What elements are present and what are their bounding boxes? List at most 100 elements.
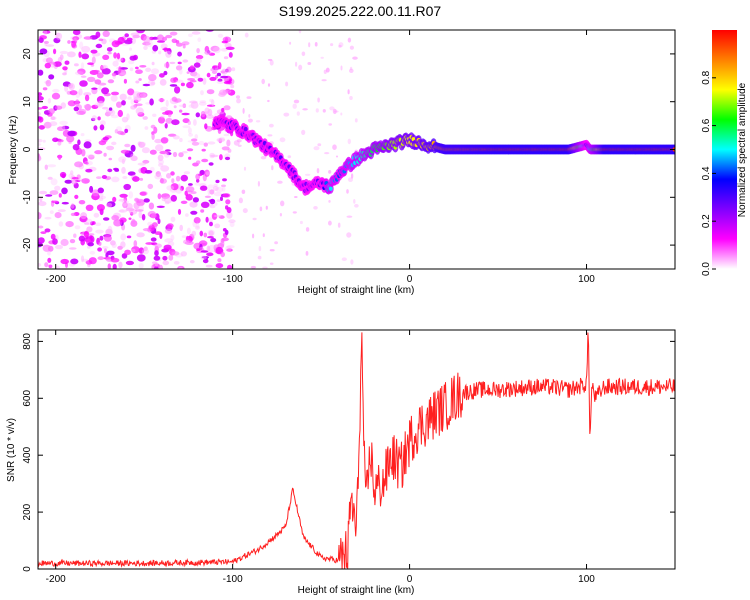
spectrogram-noise-blob [182, 125, 191, 129]
spectrogram-noise-blob [159, 73, 165, 78]
spectrogram-noise-blob [135, 80, 140, 84]
spectrogram-noise-blob [223, 133, 230, 137]
colorbar-tick-label: 0.0 [701, 262, 712, 276]
spectrogram-noise-blob [111, 72, 117, 77]
spectrogram-noise-blob [127, 88, 135, 96]
spectrogram-noise-blob [225, 205, 229, 210]
spectrogram-noise-blob [175, 65, 183, 71]
spectrogram-noise-blob [347, 138, 351, 145]
spectrogram-noise-blob [252, 217, 257, 221]
spectrogram-noise-blob [255, 120, 261, 123]
colorbar-label: Normalized spectral amplitude [737, 82, 748, 217]
spectrogram-noise-blob [138, 78, 142, 81]
spectrogram-noise-blob [145, 67, 152, 73]
spectrogram-noise-blob [304, 173, 311, 176]
spectrogram-noise-blob [91, 87, 98, 90]
spectrogram-noise-blob [96, 96, 105, 104]
spectrogram-noise-blob [315, 108, 319, 113]
spectrogram-noise-blob [144, 170, 153, 174]
spectrogram-noise-blob [47, 98, 52, 104]
spectrogram-noise-blob [350, 259, 354, 265]
spectrogram-noise-blob [117, 109, 124, 118]
spectrogram-noise-blob [100, 65, 104, 71]
spectrogram-noise-blob [47, 164, 57, 168]
spectrogram-noise-blob [324, 152, 330, 155]
spectrogram-noise-blob [191, 230, 197, 237]
spectrogram-noise-blob [42, 87, 48, 91]
spectrogram-noise-blob [260, 156, 267, 160]
spectrogram-noise-blob [118, 198, 127, 202]
spectrogram-noise-blob [51, 200, 59, 204]
spectrogram-noise-blob [57, 141, 62, 146]
spectrogram-noise-blob [195, 55, 204, 60]
spectrogram-noise-blob [179, 224, 183, 232]
spectrogram-noise-blob [179, 185, 184, 191]
spectrogram-noise-blob [228, 52, 233, 58]
spectrogram-noise-blob [177, 61, 182, 65]
spectrogram-noise-blob [236, 98, 241, 104]
spectrogram-noise-blob [96, 176, 102, 180]
spectrogram-noise-blob [348, 177, 353, 182]
spectrogram-noise-blob [160, 165, 170, 172]
spectrogram-noise-blob [86, 154, 95, 158]
spectrogram-noise-blob [84, 94, 90, 102]
spectrogram-noise-blob [171, 178, 175, 184]
spectrogram-noise-blob [323, 69, 327, 75]
spectrogram-noise-blob [340, 65, 343, 71]
spectrogram-noise-blob [58, 154, 62, 161]
spectrogram-noise-blob [99, 197, 104, 201]
spectrogram-noise-blob [38, 225, 44, 229]
spectrogram-noise-blob [133, 240, 138, 248]
spectrogram-noise-blob [107, 79, 115, 84]
spectrogram-noise-blob [274, 241, 278, 245]
spectrogram-noise-blob [182, 103, 186, 108]
spectrogram-noise-blob [64, 179, 73, 184]
spectrogram-noise-blob [91, 117, 96, 122]
spectrogram-noise-blob [166, 185, 175, 191]
spectrogram-noise-blob [103, 217, 110, 221]
spectrogram-noise-blob [158, 264, 163, 269]
spectrogram-noise-blob [201, 148, 206, 152]
snr-series-line [38, 332, 675, 569]
spectrogram-noise-blob [38, 263, 42, 267]
spectrogram-noise-blob [225, 199, 231, 205]
spectrogram-noise-blob [280, 200, 285, 207]
spectrogram-noise-blob [52, 238, 58, 245]
spectrogram-noise-blob [189, 201, 198, 208]
spectrogram-noise-blob [123, 196, 128, 203]
spectrogram-noise-blob [135, 69, 143, 74]
spectrogram-noise-blob [197, 37, 202, 42]
spectrogram-noise-blob [44, 262, 49, 268]
spectrogram-noise-blob [94, 150, 103, 155]
spectrogram-noise-blob [224, 156, 231, 161]
spectrogram-noise-blob [179, 68, 183, 75]
spectrogram-noise-blob [132, 176, 140, 182]
spectrogram-noise-blob [69, 90, 78, 96]
spectrogram-noise-blob [61, 125, 66, 132]
spectrogram-noise-blob [226, 139, 231, 147]
spectrogram-noise-blob [328, 200, 331, 203]
spectrogram-noise-blob [40, 231, 47, 235]
snr-ylabel: SNR (10 * v/v) [6, 418, 17, 482]
spectrogram-noise-blob [154, 266, 159, 269]
spectrogram-noise-blob [193, 62, 201, 68]
spectrogram-noise-blob [215, 74, 219, 79]
spectrogram-noise-blob [120, 241, 126, 249]
spectrogram-noise-blob [118, 209, 127, 213]
spectrogram-noise-blob [124, 128, 129, 134]
spectrogram-noise-blob [70, 212, 76, 217]
spectrogram-noise-blob [77, 139, 81, 146]
spectrogram-noise-blob [301, 129, 306, 135]
spectrogram-noise-blob [294, 196, 298, 198]
spectrogram-noise-blob [83, 141, 92, 149]
spectrogram-noise-blob [83, 36, 93, 40]
colorbar-gradient [712, 30, 737, 269]
spectrogram-noise-blob [289, 41, 292, 45]
spectrogram-noise-blob [180, 174, 188, 182]
spectrogram-noise-blob [158, 50, 162, 55]
spectrogram-noise-blob [193, 119, 197, 126]
spectrogram-noise-blob [66, 135, 75, 143]
spectrogram-noise-blob [158, 116, 165, 124]
spectrogram-noise-blob [106, 47, 113, 52]
spectrogram-noise-blob [99, 235, 104, 241]
